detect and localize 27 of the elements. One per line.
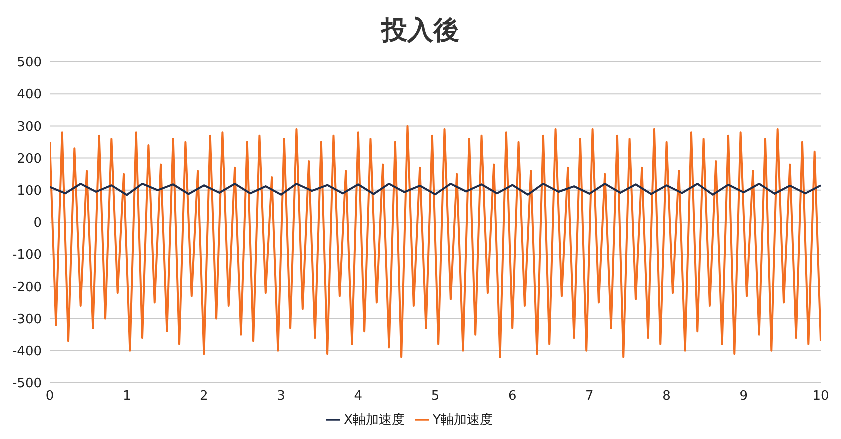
x-tick-label: 7 (586, 389, 594, 404)
x-tick-label: 8 (662, 389, 671, 404)
y-tick-label: 200 (17, 152, 42, 167)
y-tick-label: 400 (17, 88, 42, 103)
x-tick-label: 5 (431, 389, 440, 404)
y-tick-label: 0 (34, 216, 42, 232)
x-tick-label: 10 (812, 389, 830, 404)
y-tick-label: 500 (17, 56, 42, 71)
x-tick-label: 2 (200, 389, 208, 404)
y-tick-label: -400 (12, 344, 42, 360)
x-tick-label: 0 (46, 389, 54, 404)
y-tick-label: 100 (17, 184, 42, 200)
x-tick-label: 6 (508, 389, 517, 404)
y-tick-label: -100 (12, 248, 42, 264)
line-series (50, 182, 821, 196)
x-tick-label: 9 (740, 389, 748, 404)
x-tick-label: 1 (122, 389, 132, 404)
y-tick-label: 300 (17, 120, 42, 135)
y-tick-label: -500 (12, 376, 42, 392)
legend-label: Y軸加速度 (432, 413, 493, 428)
line-series (50, 125, 821, 358)
y-tick-label: -300 (12, 312, 42, 328)
x-tick-label: 4 (354, 389, 363, 404)
y-tick-label: -200 (12, 280, 42, 296)
legend-label: X軸加速度 (344, 413, 405, 428)
chart-title: 投入後 (380, 15, 460, 48)
x-tick-label: 3 (277, 389, 286, 404)
